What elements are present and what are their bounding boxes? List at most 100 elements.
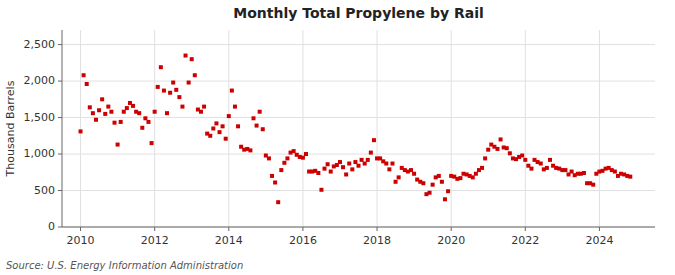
- point: [184, 54, 188, 58]
- point: [394, 180, 398, 184]
- point: [369, 151, 373, 155]
- y-tick: [58, 227, 62, 228]
- point: [131, 104, 135, 108]
- point: [437, 174, 441, 178]
- y-tick: [58, 154, 62, 155]
- point: [159, 65, 163, 69]
- point: [591, 183, 595, 187]
- point: [363, 162, 367, 166]
- x-tick-label: 2010: [67, 234, 95, 247]
- point: [495, 147, 499, 151]
- point: [165, 111, 169, 115]
- point: [88, 105, 92, 109]
- x-tick: [525, 227, 526, 231]
- point: [153, 110, 157, 114]
- x-grid-line: [525, 30, 526, 227]
- point: [421, 181, 425, 185]
- point: [113, 121, 117, 125]
- x-tick-label: 2024: [585, 234, 613, 247]
- point: [520, 153, 524, 157]
- points: [79, 54, 633, 205]
- point: [119, 120, 123, 124]
- point: [236, 124, 240, 128]
- point: [323, 167, 327, 171]
- point: [360, 158, 364, 162]
- point: [214, 121, 218, 125]
- x-tick-label: 2012: [141, 234, 169, 247]
- y-axis-line: [62, 30, 63, 227]
- point: [174, 88, 178, 92]
- y-grid-line: [62, 154, 655, 155]
- point: [276, 200, 280, 204]
- y-tick: [58, 117, 62, 118]
- point: [480, 166, 484, 170]
- x-tick-label: 2018: [363, 234, 391, 247]
- point: [137, 111, 141, 115]
- point: [106, 105, 110, 109]
- point: [140, 126, 144, 130]
- point: [292, 149, 296, 153]
- point: [471, 175, 475, 179]
- point: [233, 105, 237, 109]
- point: [97, 108, 101, 112]
- point: [428, 191, 432, 195]
- point: [270, 174, 274, 178]
- x-grid-line: [228, 30, 229, 227]
- point: [582, 171, 586, 175]
- y-tick: [58, 81, 62, 82]
- y-tick-label: 1,500: [24, 111, 56, 124]
- point: [255, 124, 259, 128]
- point: [85, 82, 89, 86]
- point: [146, 120, 150, 124]
- point: [109, 110, 113, 114]
- x-tick: [377, 227, 378, 231]
- point: [397, 175, 401, 179]
- point: [486, 148, 490, 152]
- x-grid-line: [154, 30, 155, 227]
- point: [384, 162, 388, 166]
- point: [218, 130, 222, 134]
- point: [202, 105, 206, 109]
- point: [350, 167, 354, 171]
- y-grid-line: [62, 227, 655, 228]
- x-tick-label: 2020: [437, 234, 465, 247]
- point: [162, 89, 166, 93]
- point: [443, 197, 447, 201]
- y-grid-line: [62, 44, 655, 45]
- point: [171, 81, 175, 85]
- point: [156, 85, 160, 89]
- point: [193, 73, 197, 77]
- point: [341, 165, 345, 169]
- point: [187, 81, 191, 85]
- y-tick-label: 500: [34, 184, 55, 197]
- point: [329, 170, 333, 174]
- point: [168, 91, 172, 95]
- point: [508, 151, 512, 155]
- x-grid-line: [451, 30, 452, 227]
- y-grid-line: [62, 81, 655, 82]
- point: [474, 172, 478, 176]
- point: [282, 161, 286, 165]
- point: [483, 156, 487, 160]
- point: [319, 188, 323, 192]
- point: [122, 110, 126, 114]
- point: [125, 106, 129, 110]
- grid: [62, 30, 655, 227]
- point: [258, 110, 262, 114]
- point: [273, 180, 277, 184]
- point: [458, 176, 462, 180]
- point: [409, 168, 413, 172]
- y-tick-label: 2,500: [24, 38, 56, 51]
- point: [505, 146, 509, 150]
- point: [499, 137, 503, 141]
- point: [116, 143, 120, 147]
- y-tick: [58, 190, 62, 191]
- x-tick-label: 2022: [511, 234, 539, 247]
- point: [221, 124, 225, 128]
- point: [316, 171, 320, 175]
- point: [366, 158, 370, 162]
- point: [267, 156, 271, 160]
- point: [446, 189, 450, 193]
- title: Monthly Total Propylene by Rail: [233, 5, 484, 21]
- point: [326, 162, 330, 166]
